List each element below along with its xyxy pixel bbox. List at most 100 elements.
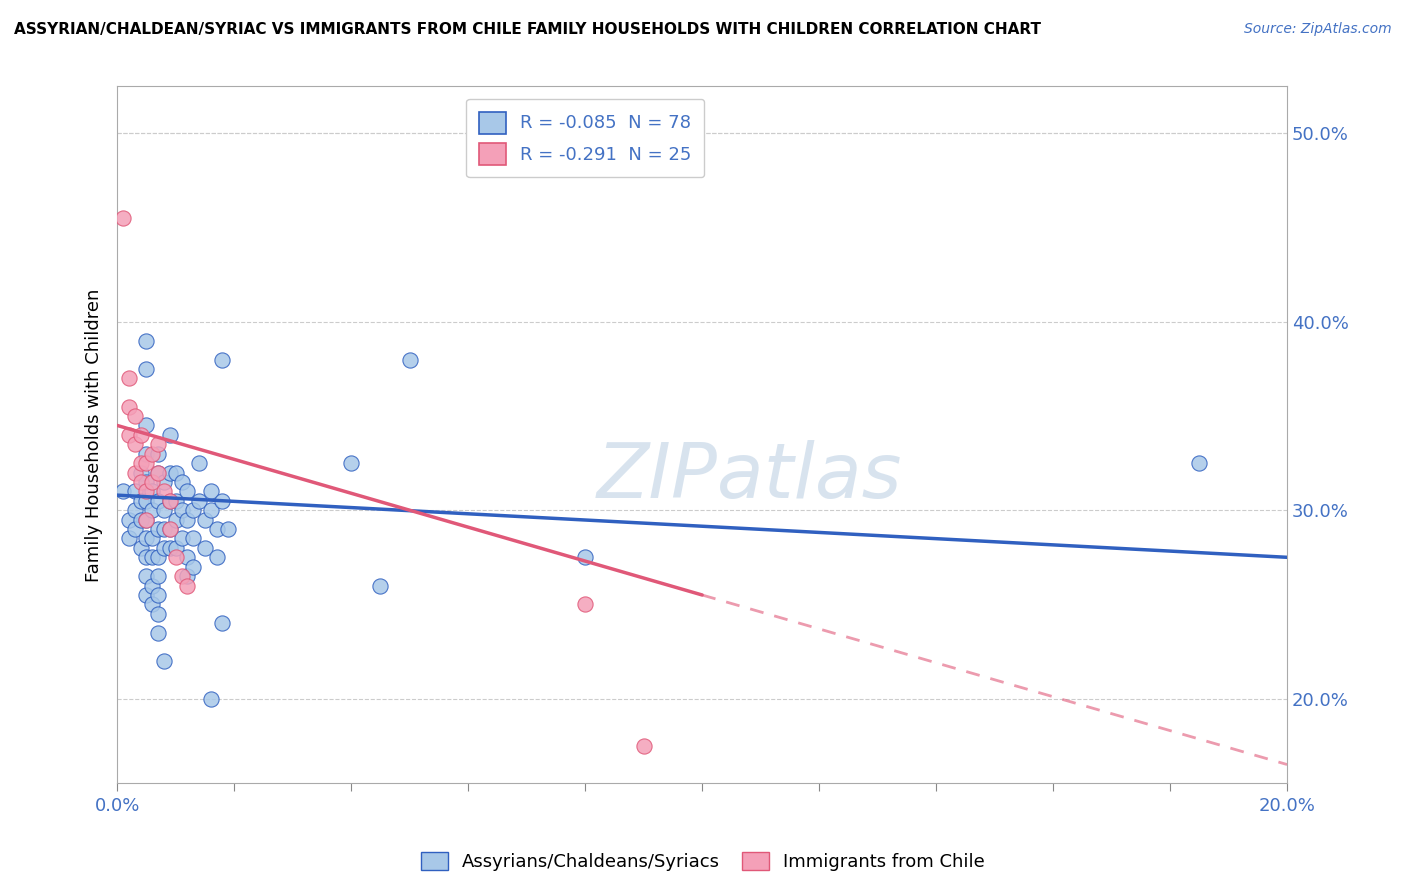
Point xyxy=(135,550,157,565)
Point xyxy=(141,550,163,565)
Legend: R = -0.085  N = 78, R = -0.291  N = 25: R = -0.085 N = 78, R = -0.291 N = 25 xyxy=(465,99,704,178)
Point xyxy=(170,532,193,546)
Point xyxy=(159,522,181,536)
Point xyxy=(574,550,596,565)
Point xyxy=(135,447,157,461)
Point xyxy=(1188,456,1211,470)
Point xyxy=(181,559,204,574)
Point xyxy=(165,550,187,565)
Point xyxy=(165,466,187,480)
Point xyxy=(124,522,146,536)
Point xyxy=(135,532,157,546)
Point xyxy=(159,493,181,508)
Point xyxy=(124,484,146,499)
Point xyxy=(200,484,222,499)
Point xyxy=(176,513,198,527)
Point xyxy=(146,550,169,565)
Point xyxy=(398,352,420,367)
Point xyxy=(200,691,222,706)
Point xyxy=(153,522,176,536)
Point xyxy=(211,352,233,367)
Point xyxy=(153,475,176,489)
Point xyxy=(340,456,363,470)
Point xyxy=(176,550,198,565)
Point xyxy=(135,484,157,499)
Point xyxy=(141,598,163,612)
Point xyxy=(153,484,176,499)
Point xyxy=(141,447,163,461)
Point xyxy=(200,503,222,517)
Text: Source: ZipAtlas.com: Source: ZipAtlas.com xyxy=(1244,22,1392,37)
Point xyxy=(159,522,181,536)
Point xyxy=(170,503,193,517)
Point xyxy=(159,493,181,508)
Point xyxy=(146,493,169,508)
Point xyxy=(129,493,152,508)
Point xyxy=(205,550,228,565)
Point xyxy=(129,466,152,480)
Point xyxy=(112,211,135,226)
Point xyxy=(112,484,135,499)
Point xyxy=(124,466,146,480)
Point xyxy=(188,493,211,508)
Point xyxy=(129,428,152,442)
Point xyxy=(176,578,198,592)
Point xyxy=(141,475,163,489)
Point xyxy=(165,493,187,508)
Point xyxy=(159,466,181,480)
Point xyxy=(135,513,157,527)
Point xyxy=(217,522,239,536)
Point xyxy=(633,739,655,753)
Point xyxy=(135,493,157,508)
Point xyxy=(370,578,392,592)
Point xyxy=(129,513,152,527)
Point xyxy=(135,418,157,433)
Point xyxy=(135,513,157,527)
Text: ZIPatlas: ZIPatlas xyxy=(596,440,901,514)
Point xyxy=(159,428,181,442)
Point xyxy=(135,362,157,376)
Legend: Assyrians/Chaldeans/Syriacs, Immigrants from Chile: Assyrians/Chaldeans/Syriacs, Immigrants … xyxy=(413,845,993,879)
Point xyxy=(118,513,141,527)
Point xyxy=(159,541,181,555)
Text: ASSYRIAN/CHALDEAN/SYRIAC VS IMMIGRANTS FROM CHILE FAMILY HOUSEHOLDS WITH CHILDRE: ASSYRIAN/CHALDEAN/SYRIAC VS IMMIGRANTS F… xyxy=(14,22,1040,37)
Point xyxy=(124,409,146,423)
Point xyxy=(146,522,169,536)
Point xyxy=(146,569,169,583)
Point xyxy=(135,475,157,489)
Point xyxy=(141,578,163,592)
Point xyxy=(176,569,198,583)
Point xyxy=(153,654,176,668)
Point xyxy=(574,598,596,612)
Point xyxy=(146,437,169,451)
Point xyxy=(146,466,169,480)
Point xyxy=(141,503,163,517)
Point xyxy=(153,503,176,517)
Point xyxy=(188,456,211,470)
Point xyxy=(124,437,146,451)
Point xyxy=(141,532,163,546)
Point xyxy=(165,513,187,527)
Point xyxy=(135,569,157,583)
Point xyxy=(141,484,163,499)
Point xyxy=(146,466,169,480)
Point xyxy=(170,475,193,489)
Point xyxy=(129,541,152,555)
Point xyxy=(135,588,157,602)
Point xyxy=(118,400,141,414)
Point xyxy=(135,456,157,470)
Point xyxy=(135,334,157,348)
Point xyxy=(146,588,169,602)
Point xyxy=(194,513,217,527)
Point xyxy=(205,522,228,536)
Point xyxy=(124,503,146,517)
Point xyxy=(146,447,169,461)
Point xyxy=(118,532,141,546)
Point xyxy=(181,532,204,546)
Point xyxy=(165,541,187,555)
Point xyxy=(153,541,176,555)
Point xyxy=(181,503,204,517)
Point xyxy=(118,428,141,442)
Point xyxy=(211,493,233,508)
Point xyxy=(129,456,152,470)
